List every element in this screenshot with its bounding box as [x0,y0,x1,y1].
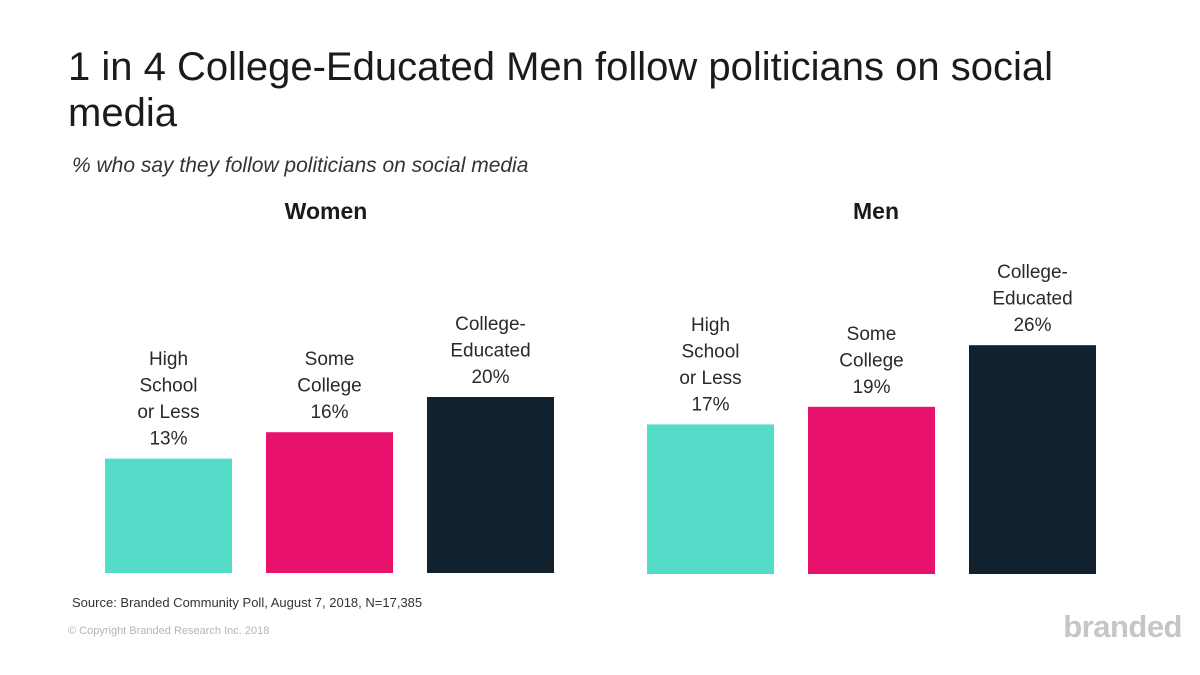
category-label-men-college-educated: College- [997,262,1068,283]
chart-subtitle: % who say they follow politicians on soc… [72,154,529,177]
category-label-women-some-college: Some [305,349,355,370]
category-label-women-college-educated: Educated [450,341,530,362]
panel-title-women: Women [284,198,368,224]
bar-women-college-educated [427,397,554,573]
category-label-women-high-school: High [149,349,188,370]
category-label-women-college-educated: College- [455,314,526,335]
value-label-women-high-school: 13% [149,429,187,450]
bar-women-some-college [266,432,393,573]
category-label-men-college-educated: Educated [992,289,1072,310]
category-label-men-high-school: School [681,341,739,362]
bar-women-high-school [105,458,232,573]
bar-men-college-educated [969,345,1096,574]
panel-title-men: Men [853,198,899,224]
source-note: Source: Branded Community Poll, August 7… [72,595,423,610]
category-label-men-high-school: or Less [679,368,741,389]
copyright-note: © Copyright Branded Research Inc. 2018 [68,625,270,637]
category-label-men-some-college: College [839,350,903,371]
value-label-men-high-school: 17% [691,394,729,415]
bar-men-some-college [808,406,935,574]
value-label-women-some-college: 16% [310,402,348,423]
category-label-women-some-college: College [297,376,361,397]
category-label-men-some-college: Some [847,324,897,345]
value-label-men-college-educated: 26% [1013,315,1051,336]
bar-men-high-school [647,424,774,574]
brand-logo: branded [1063,609,1182,644]
category-label-women-high-school: School [139,376,197,397]
value-label-women-college-educated: 20% [471,367,509,388]
value-label-men-some-college: 19% [852,377,890,398]
chart-title: 1 in 4 College-Educated Men follow polit… [68,45,1053,135]
category-label-men-high-school: High [691,315,730,336]
category-label-women-high-school: or Less [137,402,199,423]
